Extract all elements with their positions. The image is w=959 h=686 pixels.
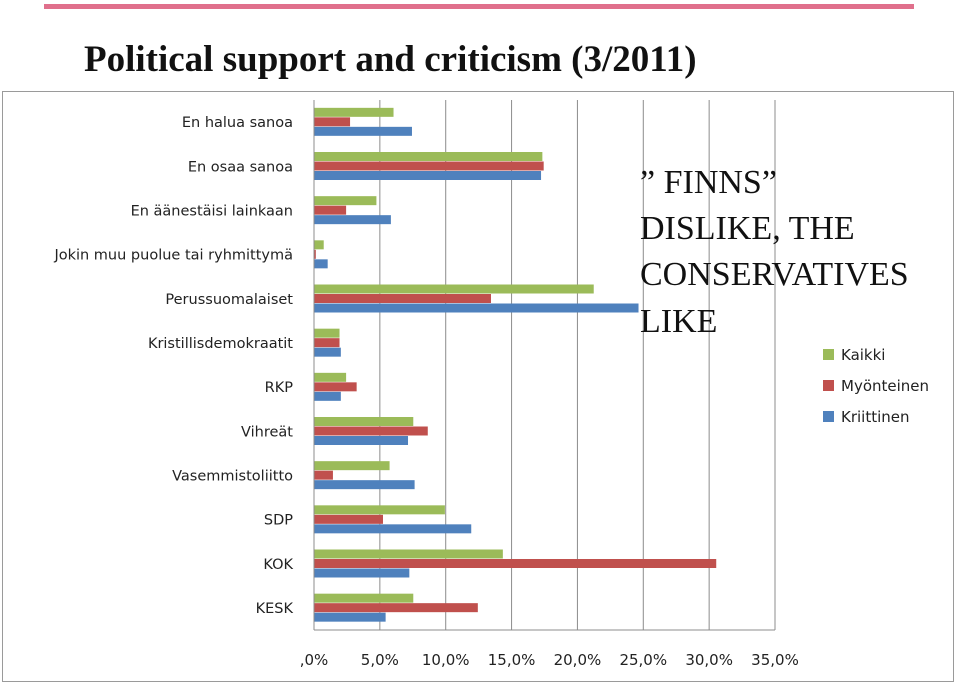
legend-label-kaikki: Kaikki — [841, 346, 885, 364]
bar-kaikki-10 — [314, 549, 503, 559]
y-category-label: KESK — [256, 601, 294, 617]
bar-kriittinen-5 — [314, 347, 341, 357]
x-tick-label: 5,0% — [361, 651, 399, 669]
bar-kaikki-6 — [314, 372, 347, 382]
bar-kaikki-11 — [314, 593, 414, 603]
y-category-label: En osaa sanoa — [188, 159, 293, 175]
bar-myönteinen-8 — [314, 470, 333, 480]
bar-kriittinen-1 — [314, 171, 542, 180]
bar-myönteinen-2 — [314, 205, 347, 215]
legend-swatch-kriittinen — [823, 411, 834, 422]
bar-myönteinen-3 — [314, 249, 316, 259]
bar-chart: ,0% 5,0% 10,0% 15,0% 20,0% 25,0% 30,0% 35,0% En … — [53, 100, 929, 669]
bar-kriittinen-0 — [314, 126, 412, 136]
bar-kriittinen-8 — [314, 480, 415, 490]
y-category-label: SDP — [264, 513, 293, 529]
bar-myönteinen-0 — [314, 117, 351, 127]
x-tick-label: 30,0% — [685, 651, 733, 669]
bar-kaikki-9 — [314, 505, 445, 515]
x-tick-label: 35,0% — [751, 651, 799, 669]
x-tick-label: 10,0% — [422, 651, 470, 669]
x-tick-label: ,0% — [300, 651, 329, 669]
bar-kaikki-2 — [314, 196, 377, 206]
bar-kaikki-3 — [314, 240, 324, 250]
x-tick-label: 20,0% — [554, 651, 602, 669]
bar-myönteinen-10 — [314, 559, 717, 568]
bar-kriittinen-7 — [314, 436, 409, 445]
y-category-label: Vihreät — [241, 424, 293, 440]
slide-title: Political support and criticism (3/2011) — [84, 39, 697, 80]
y-category-label: En äänestäisi lainkaan — [131, 203, 293, 219]
bar-myönteinen-4 — [314, 294, 491, 303]
y-category-label: Vasemmistoliitto — [172, 468, 293, 484]
bar-kaikki-8 — [314, 461, 390, 471]
legend-label-myönteinen: Myönteinen — [841, 377, 929, 395]
bar-kaikki-1 — [314, 152, 543, 161]
y-category-label: RKP — [265, 380, 294, 396]
bar-myönteinen-9 — [314, 514, 383, 524]
annotation-text: ” FINNS” DISLIKE, THE CONSERVATIVES LIKE — [640, 164, 909, 340]
y-category-label: Kristillisdemokraatit — [148, 336, 293, 352]
bar-myönteinen-6 — [314, 382, 357, 392]
chart-frame: ,0% 5,0% 10,0% 15,0% 20,0% 25,0% 30,0% 35,0% En … — [2, 91, 954, 682]
bar-myönteinen-11 — [314, 603, 478, 613]
legend-swatch-myönteinen — [823, 380, 834, 391]
bar-kriittinen-10 — [314, 568, 410, 578]
x-tick-label: 25,0% — [619, 651, 667, 669]
bar-kriittinen-11 — [314, 612, 386, 622]
x-tick-label: 15,0% — [488, 651, 536, 669]
bar-myönteinen-1 — [314, 161, 544, 171]
bar-kriittinen-4 — [314, 303, 639, 313]
y-category-label: Jokin muu puolue tai ryhmittymä — [53, 248, 293, 264]
bar-kriittinen-6 — [314, 391, 341, 401]
legend-label-kriittinen: Kriittinen — [841, 408, 910, 426]
bar-kriittinen-2 — [314, 215, 391, 225]
bar-kriittinen-9 — [314, 524, 472, 534]
bar-kaikki-4 — [314, 284, 594, 294]
bar-myönteinen-7 — [314, 426, 428, 436]
top-accent-rule — [44, 4, 914, 9]
bar-kaikki-5 — [314, 328, 340, 338]
y-category-label: KOK — [263, 557, 293, 573]
y-category-label: En halua sanoa — [182, 115, 293, 131]
bar-myönteinen-5 — [314, 338, 340, 348]
bar-kaikki-0 — [314, 107, 394, 117]
legend-swatch-kaikki — [823, 349, 834, 360]
bar-kaikki-7 — [314, 417, 414, 426]
bar-kriittinen-3 — [314, 259, 328, 269]
y-category-label: Perussuomalaiset — [165, 292, 293, 308]
